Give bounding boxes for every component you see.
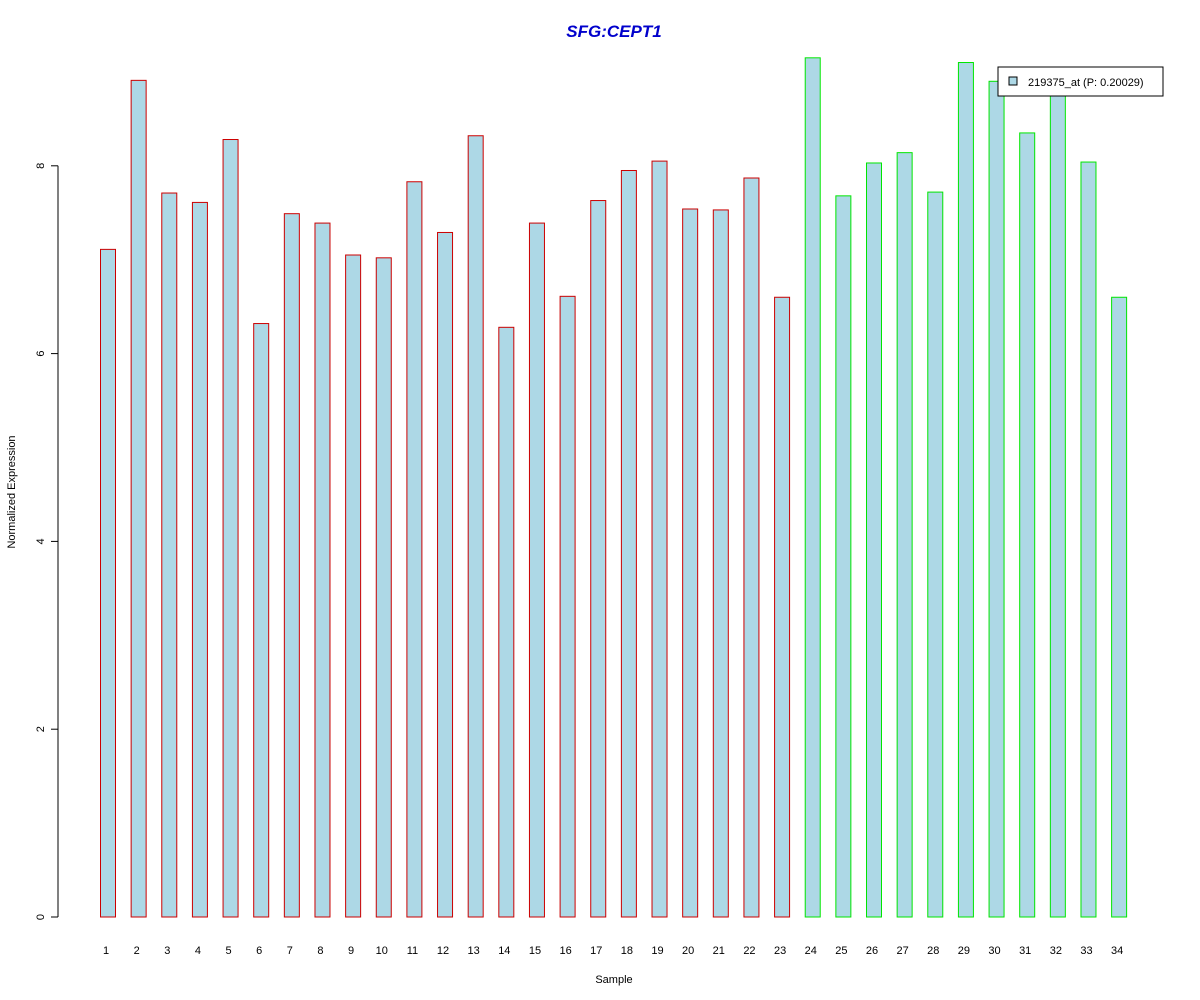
y-tick-label: 4 <box>35 538 47 544</box>
x-tick-label: 17 <box>590 945 602 957</box>
bar-sample-8 <box>314 222 331 918</box>
x-tick-label: 7 <box>287 945 293 957</box>
bar-sample-24 <box>804 57 821 918</box>
bar-sample-29 <box>957 62 974 918</box>
x-tick-label: 15 <box>529 945 541 957</box>
legend-label: 219375_at (P: 0.20029) <box>1028 77 1144 89</box>
x-tick-label: 32 <box>1050 945 1062 957</box>
x-tick-label: 12 <box>437 945 449 957</box>
x-tick-label: 30 <box>988 945 1000 957</box>
x-tick-label: 14 <box>498 945 510 957</box>
y-axis-label: Normalized Expression <box>6 435 18 548</box>
x-tick-label: 20 <box>682 945 694 957</box>
bar-sample-22 <box>743 177 760 918</box>
bar-sample-7 <box>283 213 300 918</box>
x-tick-label: 10 <box>376 945 388 957</box>
x-tick-label: 25 <box>835 945 847 957</box>
bar-sample-25 <box>835 195 852 918</box>
bar-sample-6 <box>253 323 270 918</box>
bar-sample-30 <box>988 80 1005 918</box>
x-tick-label: 28 <box>927 945 939 957</box>
legend: 219375_at (P: 0.20029) <box>997 66 1164 97</box>
legend-box <box>997 66 1164 97</box>
x-tick-label: 9 <box>348 945 354 957</box>
bar-sample-15 <box>528 222 545 918</box>
x-tick-label: 18 <box>621 945 633 957</box>
x-tick-label: 19 <box>651 945 663 957</box>
x-tick-label: 1 <box>103 945 109 957</box>
y-tick-label: 8 <box>35 163 47 169</box>
bar-sample-26 <box>866 162 882 918</box>
x-tick-label: 11 <box>407 945 418 957</box>
bar-sample-16 <box>559 295 576 918</box>
bar-sample-34 <box>1111 296 1128 918</box>
bar-sample-33 <box>1080 161 1097 918</box>
chart-title: SFG:CEPT1 <box>566 22 661 41</box>
x-tick-labels: 1 2 3 4 5 6 7 8 9 10 11 12 13 14 15 16 17 18 19 20 21 22 23 24 2… <box>103 945 1123 957</box>
x-tick-label: 8 <box>317 945 323 957</box>
bar-sample-5 <box>222 139 239 918</box>
bar-sample-31 <box>1019 132 1036 918</box>
x-tick-label: 5 <box>225 945 231 957</box>
y-tick-label: 6 <box>35 351 47 357</box>
x-axis-label: Sample <box>595 974 632 986</box>
bar-sample-12 <box>437 231 454 918</box>
x-tick-label: 34 <box>1111 945 1123 957</box>
y-tick-label: 2 <box>35 726 47 732</box>
bar-sample-21 <box>712 209 729 918</box>
x-tick-label: 26 <box>866 945 878 957</box>
y-tick-label: 0 <box>35 914 47 920</box>
bar-sample-28 <box>927 191 944 918</box>
bar-sample-1 <box>100 248 116 918</box>
bar-sample-23 <box>774 296 791 918</box>
x-tick-label: 23 <box>774 945 786 957</box>
bar-sample-9 <box>345 254 362 918</box>
x-tick-label: 21 <box>713 945 725 957</box>
x-tick-label: 33 <box>1080 945 1092 957</box>
bar-sample-20 <box>682 208 699 918</box>
bar-sample-17 <box>590 200 607 918</box>
x-tick-label: 3 <box>164 945 170 957</box>
x-tick-label: 6 <box>256 945 262 957</box>
legend-swatch <box>1008 76 1018 86</box>
bars-group <box>100 57 1128 918</box>
x-tick-label: 29 <box>958 945 970 957</box>
bar-sample-11 <box>406 181 423 918</box>
bar-sample-19 <box>651 160 668 918</box>
bar-sample-4 <box>191 201 208 918</box>
bar-sample-10 <box>375 257 392 918</box>
x-tick-label: 27 <box>897 945 909 957</box>
bar-sample-32 <box>1049 94 1066 918</box>
x-tick-label: 13 <box>468 945 480 957</box>
x-tick-label: 16 <box>559 945 571 957</box>
x-tick-label: 2 <box>134 945 140 957</box>
y-axis: 0 2 4 6 8 <box>35 163 59 920</box>
bar-sample-3 <box>161 192 178 918</box>
x-tick-label: 4 <box>195 945 201 957</box>
bar-sample-18 <box>620 169 637 918</box>
x-tick-label: 24 <box>805 945 817 957</box>
x-tick-label: 22 <box>743 945 755 957</box>
x-tick-label: 31 <box>1019 945 1031 957</box>
bar-sample-13 <box>467 135 484 918</box>
bar-sample-27 <box>896 152 913 918</box>
bar-sample-14 <box>498 326 515 918</box>
bar-sample-2 <box>130 79 147 918</box>
